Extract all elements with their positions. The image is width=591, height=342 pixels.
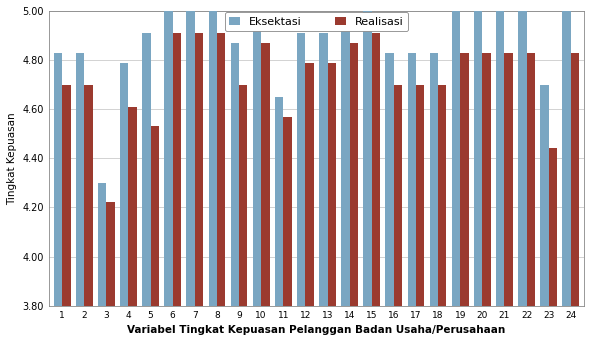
Bar xyxy=(571,53,579,306)
Bar xyxy=(253,21,261,306)
Bar xyxy=(350,43,358,306)
Bar xyxy=(230,43,239,306)
Bar xyxy=(62,84,70,306)
Bar xyxy=(275,97,283,306)
Bar xyxy=(363,11,372,306)
Bar xyxy=(106,202,115,306)
Bar xyxy=(438,84,446,306)
Bar xyxy=(186,11,195,306)
Bar xyxy=(327,63,336,306)
Bar xyxy=(173,33,181,306)
Bar xyxy=(563,11,571,306)
Bar xyxy=(76,53,85,306)
Bar xyxy=(430,53,438,306)
Bar xyxy=(372,33,380,306)
Bar xyxy=(548,148,557,306)
Bar xyxy=(209,11,217,306)
Bar xyxy=(297,33,306,306)
Bar xyxy=(283,117,292,306)
Bar xyxy=(128,107,137,306)
Bar xyxy=(452,11,460,306)
Bar xyxy=(341,21,350,306)
Bar xyxy=(518,11,527,306)
Bar xyxy=(120,63,128,306)
Legend: Eksektasi, Realisasi: Eksektasi, Realisasi xyxy=(225,12,408,31)
X-axis label: Variabel Tingkat Kepuasan Pelanggan Badan Usaha/Perusahaan: Variabel Tingkat Kepuasan Pelanggan Bada… xyxy=(127,325,505,335)
Bar xyxy=(54,53,62,306)
Bar xyxy=(505,53,513,306)
Bar xyxy=(540,84,548,306)
Bar xyxy=(319,33,327,306)
Y-axis label: Tingkat Kepuasan: Tingkat Kepuasan xyxy=(7,112,17,205)
Bar xyxy=(98,183,106,306)
Bar xyxy=(306,63,314,306)
Bar xyxy=(195,33,203,306)
Bar xyxy=(408,53,416,306)
Bar xyxy=(496,11,505,306)
Bar xyxy=(261,43,269,306)
Bar xyxy=(394,84,402,306)
Bar xyxy=(482,53,491,306)
Bar xyxy=(385,53,394,306)
Bar xyxy=(416,84,424,306)
Bar xyxy=(474,11,482,306)
Bar xyxy=(85,84,93,306)
Bar xyxy=(239,84,248,306)
Bar xyxy=(151,126,159,306)
Bar xyxy=(164,11,173,306)
Bar xyxy=(527,53,535,306)
Bar xyxy=(142,33,151,306)
Bar xyxy=(460,53,469,306)
Bar xyxy=(217,33,225,306)
